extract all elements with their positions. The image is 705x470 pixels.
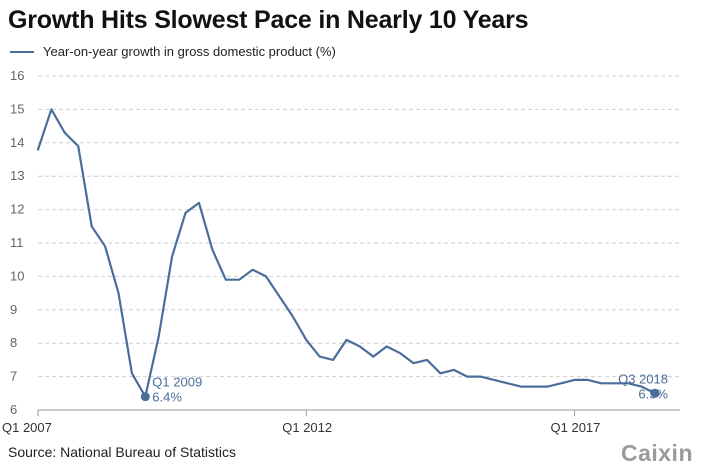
y-tick-label-12: 12: [10, 202, 24, 217]
gdp-growth-line: [36, 108, 657, 398]
y-tick-label-13: 13: [10, 168, 24, 183]
legend-label: Year-on-year growth in gross domestic pr…: [43, 44, 336, 59]
y-tick-label-15: 15: [10, 101, 24, 116]
source-note: Source: National Bureau of Statistics: [8, 444, 237, 460]
annotation-dot: [140, 392, 150, 402]
chart-title: Growth Hits Slowest Pace in Nearly 10 Ye…: [8, 6, 529, 34]
y-tick-label-11: 11: [10, 235, 24, 250]
x-tick-label: Q1 2007: [2, 420, 52, 435]
y-tick-label-7: 7: [10, 369, 17, 384]
y-tick-label-6: 6: [10, 402, 17, 417]
y-tick-label-14: 14: [10, 135, 24, 150]
annotation-label: Q1 2009: [152, 375, 202, 390]
y-tick-label-9: 9: [10, 302, 17, 317]
y-tick-label-16: 16: [10, 68, 24, 83]
legend-line-swatch: [10, 50, 34, 53]
y-tick-label-10: 10: [10, 268, 24, 283]
y-tick-label-8: 8: [10, 335, 17, 350]
series-layer: [36, 108, 657, 398]
x-tick-label: Q1 2017: [551, 420, 601, 435]
x-tick-label: Q1 2012: [282, 420, 332, 435]
annotation-dot: [650, 388, 660, 398]
legend: Year-on-year growth in gross domestic pr…: [10, 44, 336, 59]
annotation-label: Q3 2018: [618, 371, 668, 386]
axis-layer: 6 7 8 9 10 11 12 13 14 15 16 Q1 2007 Q1 2012 Q1 2017: [2, 68, 680, 435]
annotation-value: 6.4%: [152, 390, 182, 405]
grid-layer: [38, 75, 680, 378]
brand-logo: Caixin: [620, 440, 693, 466]
annotation-value: 6.5%: [638, 386, 668, 401]
